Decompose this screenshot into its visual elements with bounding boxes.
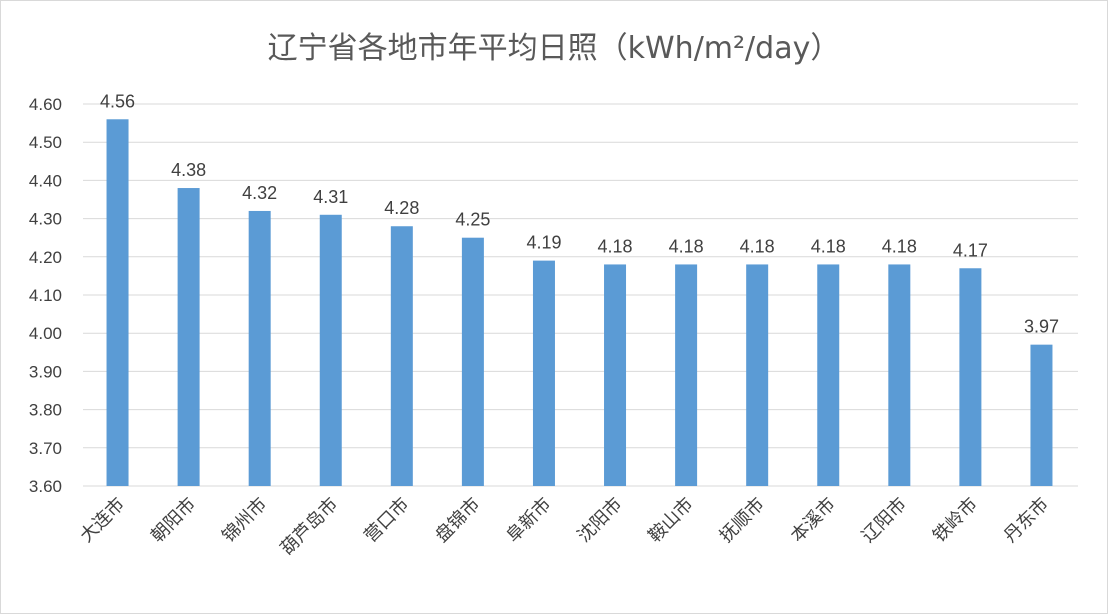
bar [177,188,200,487]
data-label: 4.18 [669,236,704,256]
x-category-label: 营口市 [360,494,413,547]
y-tick-label: 4.60 [29,95,62,114]
x-category-label: 大连市 [76,494,129,547]
bar [390,226,413,487]
x-category-label: 鞍山市 [645,494,698,547]
y-tick-label: 4.20 [29,248,62,267]
data-label: 4.17 [953,240,988,260]
gridlines [83,103,1078,487]
y-tick-label: 3.90 [29,362,62,381]
bar [959,268,982,486]
bar [746,264,769,486]
x-category-label: 阜新市 [502,494,555,547]
bar [248,210,271,486]
data-label: 4.18 [811,236,846,256]
x-category-label: 丹东市 [1000,494,1053,547]
y-tick-label: 4.00 [29,324,62,343]
x-category-label: 抚顺市 [716,494,769,547]
x-category-label: 锦州市 [218,494,271,547]
data-label: 4.18 [598,236,633,256]
y-tick-label: 3.80 [29,401,62,420]
data-label: 4.31 [313,187,348,207]
data-labels: 4.56 4.38 4.32 4.31 4.28 4.25 4.19 4.18 4.18 4.18… [100,91,1059,336]
data-label: 4.28 [384,198,419,218]
bar [675,264,698,486]
data-label: 4.56 [100,91,135,111]
bar [1030,344,1053,486]
x-category-label: 辽阳市 [858,494,911,547]
bar [817,264,840,486]
bar [604,264,627,486]
x-category-label: 沈阳市 [574,494,627,547]
y-tick-label: 4.10 [29,286,62,305]
x-category-label: 铁岭市 [929,494,982,547]
bar [106,119,129,486]
y-tick-label: 4.40 [29,171,62,190]
bar [319,214,342,486]
x-axis-categories: 大连市 朝阳市 锦州市 葫芦岛市 营口市 盘锦市 阜新市 沈阳市 鞍山市 抚顺市 本溪市 辽阳市 铁岭市… [76,494,1053,560]
chart-title: 辽宁省各地市年平均日照（kWh/m²/day） [268,31,841,66]
bar [888,264,911,486]
x-category-label: 葫芦岛市 [277,494,343,560]
data-label: 4.32 [242,183,277,203]
x-category-label: 本溪市 [787,494,840,547]
x-category-label: 朝阳市 [147,494,200,547]
data-label: 4.25 [455,210,490,230]
y-tick-label: 4.30 [29,210,62,229]
y-axis-ticks: 3.60 3.70 3.80 3.90 4.00 4.10 4.20 4.30 4.40 4.50… [29,95,62,496]
bar [532,260,555,486]
data-label: 4.19 [526,233,561,253]
bar [461,237,484,486]
data-label: 4.18 [740,236,775,256]
data-label: 4.18 [882,236,917,256]
data-label: 4.38 [171,160,206,180]
y-tick-label: 3.70 [29,439,62,458]
x-category-label: 盘锦市 [431,494,484,547]
bars [106,119,1053,487]
y-tick-label: 4.50 [29,133,62,152]
data-label: 3.97 [1024,317,1059,337]
y-tick-label: 3.60 [29,477,62,496]
